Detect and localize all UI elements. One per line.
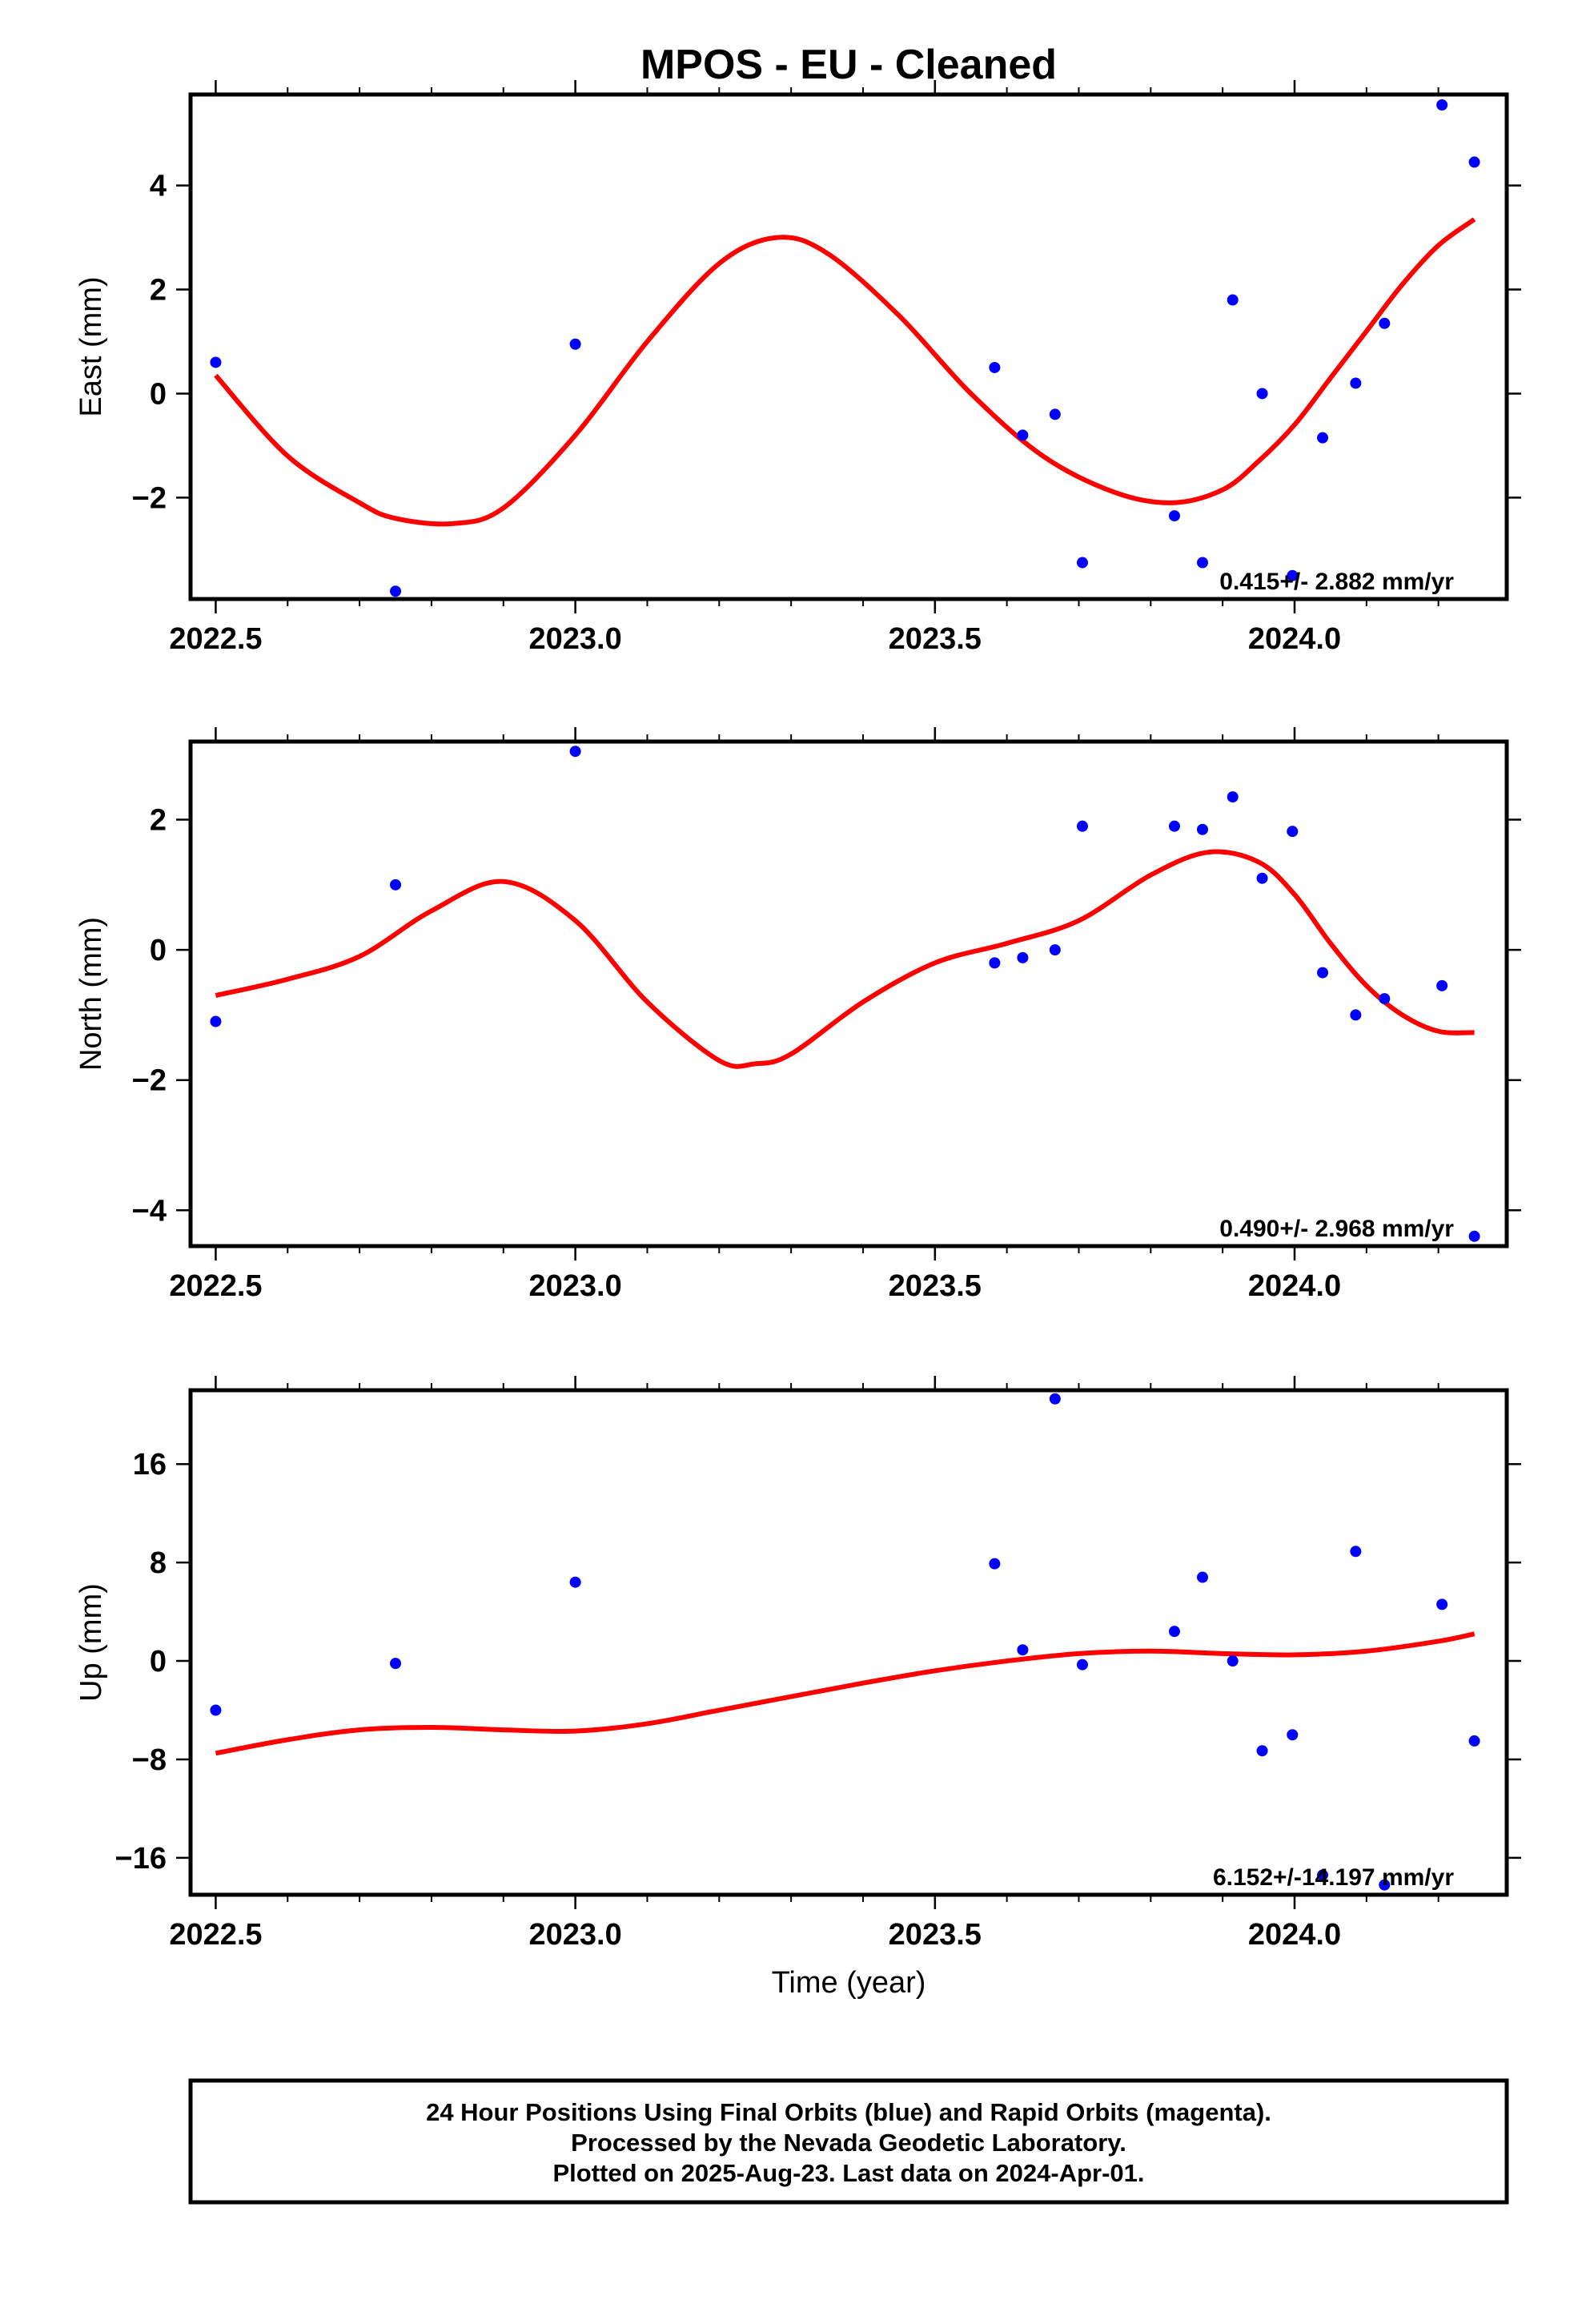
up-y-tick-label: −16 [115,1842,167,1876]
north-data-point [1436,979,1448,991]
up-panel: 2022.5 2023.0 2023.5 2024.0 −16 −8 0 8 16 Up (mm)… [74,1376,1521,1952]
east-data-point [1350,377,1362,389]
east-data-point [1256,388,1268,400]
up-data-point [390,1658,402,1670]
up-data-point [989,1558,1001,1570]
up-data-point [1317,1869,1329,1881]
north-data-point [1379,993,1391,1005]
north-y-axis-label: North (mm) [74,917,108,1071]
north-data-point [1227,791,1239,803]
north-x-tick-label: 2024.0 [1248,1269,1341,1303]
east-data-point [390,585,402,597]
up-fit-curve [215,1631,1476,1756]
north-y-tick-label: 0 [150,934,167,967]
north-data-point [1076,820,1088,832]
north-data-point [1468,1230,1480,1242]
north-data-point [1287,826,1299,838]
up-data-point [1436,1598,1448,1610]
north-data-point [1256,872,1268,884]
up-data-point [1468,1735,1480,1747]
east-x-tick-label: 2022.5 [169,622,262,656]
east-data-point [569,338,581,350]
footer-frame [188,2078,1509,2205]
east-data-point [989,361,1001,373]
north-x-tick-label: 2023.0 [529,1269,622,1303]
north-y-tick-label: −2 [132,1064,167,1098]
east-y-tick-label: −2 [132,481,167,515]
up-data-point [1350,1546,1362,1558]
north-data-point [989,957,1001,969]
east-rate-label: 0.415+/- 2.882 mm/yr [1219,569,1454,595]
up-x-tick-label: 2022.5 [169,1918,262,1952]
east-x-tick-label: 2024.0 [1248,622,1341,656]
up-data-point [1017,1644,1029,1656]
up-data-point [1379,1879,1391,1891]
up-y-tick-label: −8 [132,1743,167,1777]
up-y-axis-label: Up (mm) [74,1583,108,1702]
up-data-point [1256,1745,1268,1757]
north-data-point [1049,944,1061,956]
east-data-point [1196,557,1208,569]
north-data-point [569,746,581,758]
north-data-point [1017,951,1029,963]
north-rate-label: 0.490+/- 2.968 mm/yr [1219,1216,1454,1242]
north-data-point [1317,967,1329,979]
x-axis-label: Time (year) [772,1966,926,2000]
north-x-tick-label: 2023.5 [889,1269,982,1303]
north-x-tick-label: 2022.5 [169,1269,262,1303]
east-x-tick-label: 2023.0 [529,622,622,656]
east-data-point [1436,99,1448,111]
footer-box: 24 Hour Positions Using Final Orbits (bl… [188,2078,1509,2205]
east-data-point [1076,557,1088,569]
east-data-point [1379,317,1391,329]
east-plot-frame [188,92,1509,601]
up-data-point [569,1576,581,1588]
north-data-point [1196,823,1208,835]
up-x-tick-label: 2023.0 [529,1918,622,1952]
up-plot-frame [188,1388,1509,1897]
footer-line-2: Processed by the Nevada Geodetic Laborat… [571,2129,1126,2157]
east-panel: 2022.5 2023.0 2023.5 2024.0 −2 0 2 4 East (mm) 0.… [74,80,1521,656]
east-fit-curve [214,217,1476,527]
north-data-point [1168,820,1180,832]
north-data-point [210,1015,222,1027]
north-plot-frame [188,739,1509,1248]
east-data-point [1017,429,1029,441]
up-y-tick-label: 0 [150,1645,167,1679]
east-data-point [1317,432,1329,444]
up-data-point [1076,1659,1088,1671]
footer-line-3: Plotted on 2025-Aug-23. Last data on 202… [552,2159,1144,2187]
east-y-axis-label: East (mm) [74,276,108,416]
chart-title: MPOS - EU - Cleaned [640,42,1057,88]
east-y-tick-label: 0 [150,377,167,411]
up-data-point [210,1704,222,1716]
up-rate-label: 6.152+/-14.197 mm/yr [1213,1864,1454,1891]
east-y-tick-label: 2 [150,274,167,308]
north-y-tick-label: 2 [150,804,167,838]
north-y-tick-label: −4 [132,1194,167,1228]
up-x-tick-label: 2024.0 [1248,1918,1341,1952]
east-data-point [1049,408,1061,420]
east-data-point [1168,510,1180,522]
up-y-tick-label: 8 [150,1546,167,1580]
north-panel: 2022.5 2023.0 2023.5 2024.0 −4 −2 0 2 North (mm)… [74,727,1521,1303]
east-x-tick-label: 2023.5 [889,622,982,656]
east-data-point [1287,569,1299,581]
up-data-point [1049,1393,1061,1405]
up-data-point [1196,1571,1208,1583]
east-data-point [1468,156,1480,168]
north-data-point [390,879,402,891]
east-data-point [1227,294,1239,306]
up-x-tick-label: 2023.5 [889,1918,982,1952]
up-y-tick-label: 16 [133,1448,167,1482]
east-data-point [210,356,222,368]
up-data-point [1287,1729,1299,1741]
north-data-point [1350,1009,1362,1021]
footer-line-1: 24 Hour Positions Using Final Orbits (bl… [426,2098,1271,2126]
north-fit-curve [215,849,1475,1069]
up-data-point [1227,1655,1239,1667]
up-data-point [1168,1626,1180,1638]
east-y-tick-label: 4 [150,170,167,203]
